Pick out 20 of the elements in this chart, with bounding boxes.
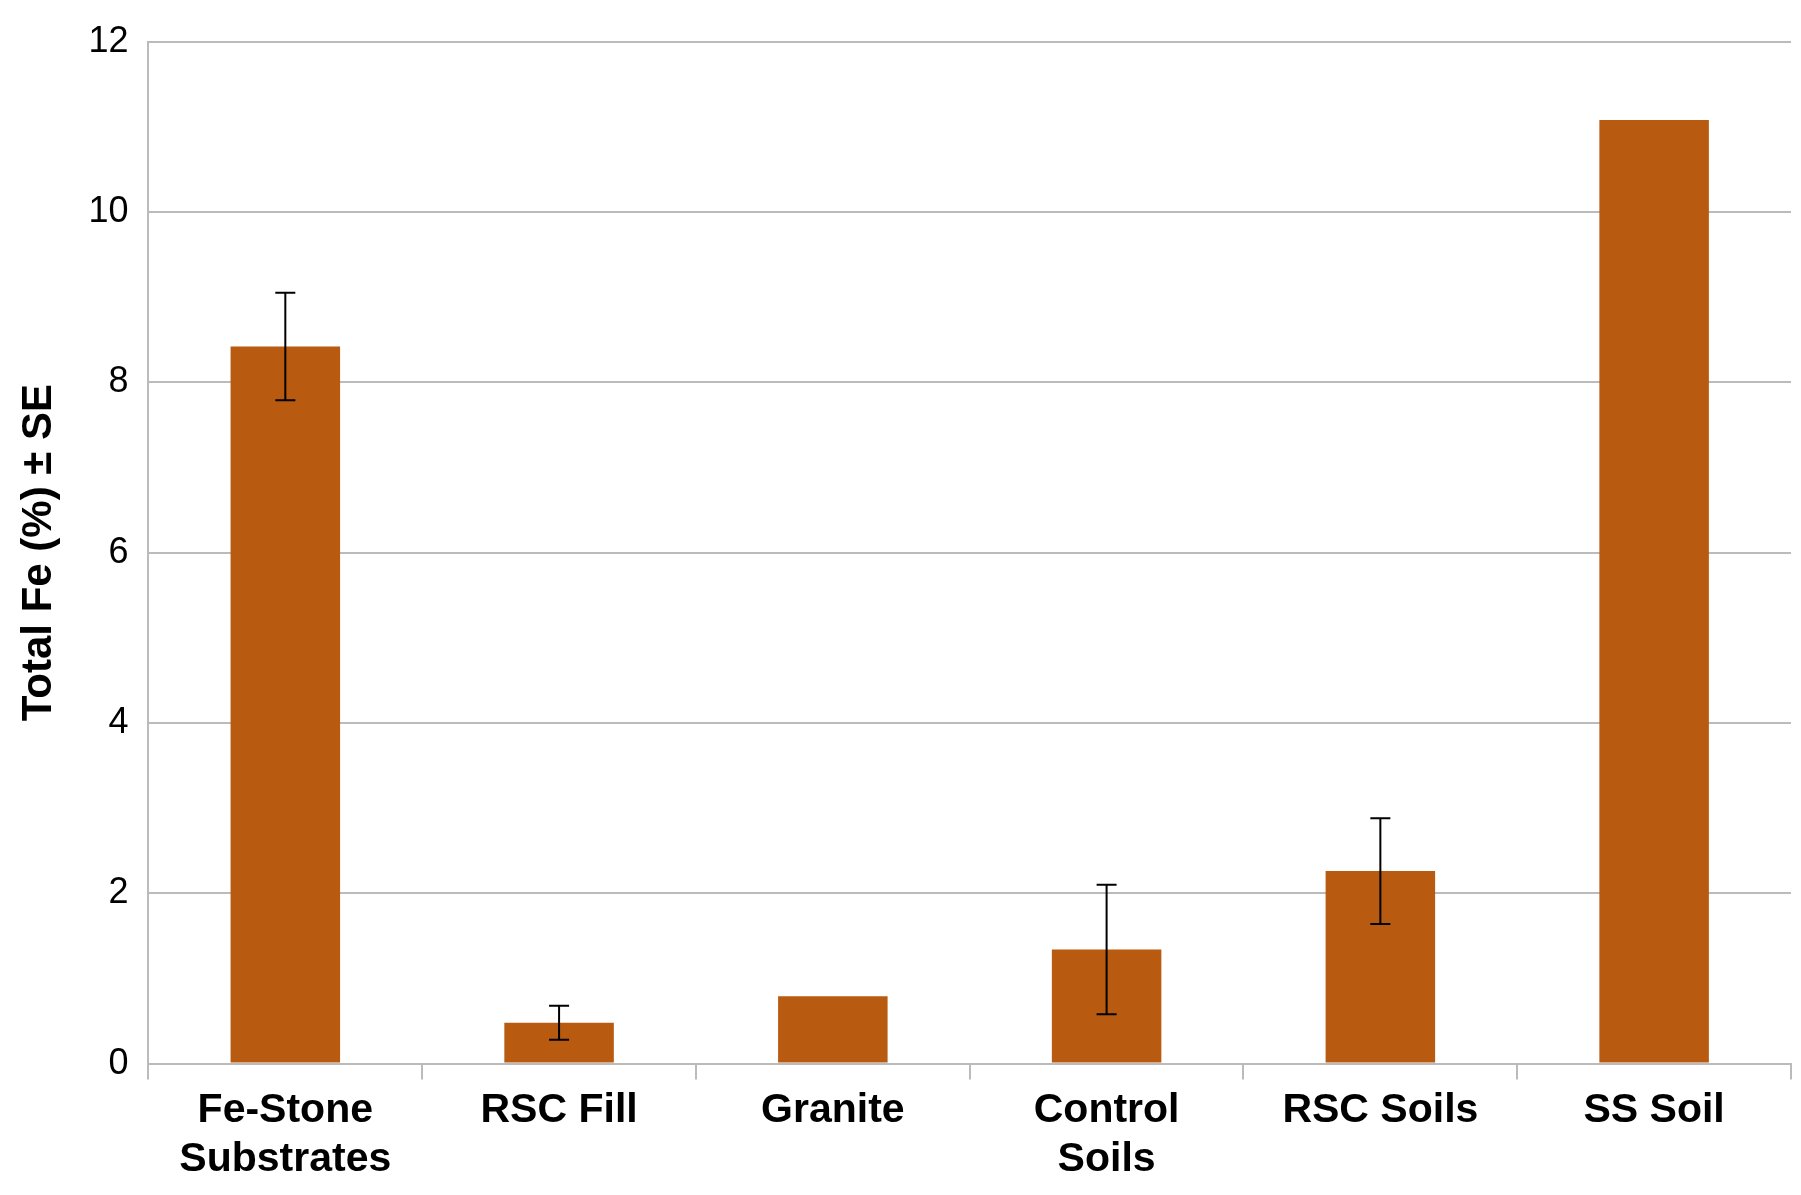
y-tick-label: 4 (108, 699, 129, 741)
y-tick-label: 0 (108, 1040, 129, 1082)
bar (230, 346, 341, 1063)
y-axis-title: Total Fe (%) ± SE (12, 383, 60, 722)
bar (1599, 119, 1709, 1063)
x-tick-label: RSC Soils (1282, 1084, 1479, 1131)
y-tick-label: 12 (88, 18, 129, 60)
y-tick-label: 6 (108, 529, 129, 571)
x-tick-label: Fe-Stone Substrates (179, 1084, 392, 1180)
x-tick-label: RSC Fill (480, 1084, 638, 1131)
x-tick-label: SS Soil (1583, 1084, 1725, 1131)
y-tick-label: 2 (108, 870, 129, 912)
bar (1051, 949, 1162, 1063)
y-tick-label: 8 (108, 359, 129, 401)
bar (778, 996, 888, 1063)
bar (1325, 871, 1436, 1063)
x-tick-label: Control Soils (1033, 1084, 1180, 1180)
x-tick-label: Granite (761, 1084, 905, 1131)
bar (504, 1022, 614, 1063)
y-tick-label: 10 (88, 188, 129, 230)
